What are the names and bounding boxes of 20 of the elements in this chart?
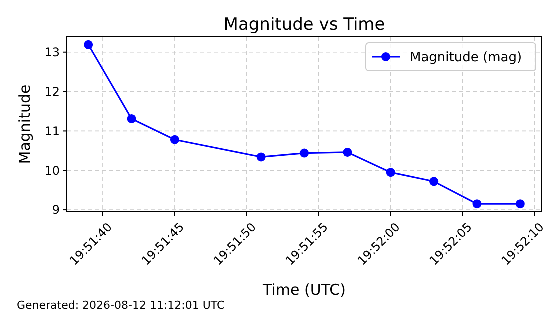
point: [127, 114, 136, 124]
point: [516, 200, 525, 209]
point: [386, 168, 396, 178]
point: [300, 148, 309, 158]
point: [343, 148, 352, 157]
point: [472, 200, 482, 209]
point: [430, 177, 439, 186]
point: [256, 152, 266, 162]
point: [84, 40, 94, 50]
y-tick-label: 13: [44, 46, 60, 60]
point: [170, 135, 180, 144]
y-tick-label: 10: [44, 164, 60, 178]
legend-label: Magnitude (mag): [410, 50, 522, 66]
y-tick-label: 12: [44, 84, 60, 99]
y-tick-label: 11: [44, 124, 60, 138]
text: Generated: 2026-08-12 11:12:01 UTC: [17, 299, 226, 312]
chart-title: Magnitude vs Time: [224, 15, 386, 35]
x-axis-title: Time (UTC): [262, 281, 346, 299]
y-axis-title: Magnitude: [16, 84, 34, 164]
y-tick-label: 9: [52, 203, 60, 218]
